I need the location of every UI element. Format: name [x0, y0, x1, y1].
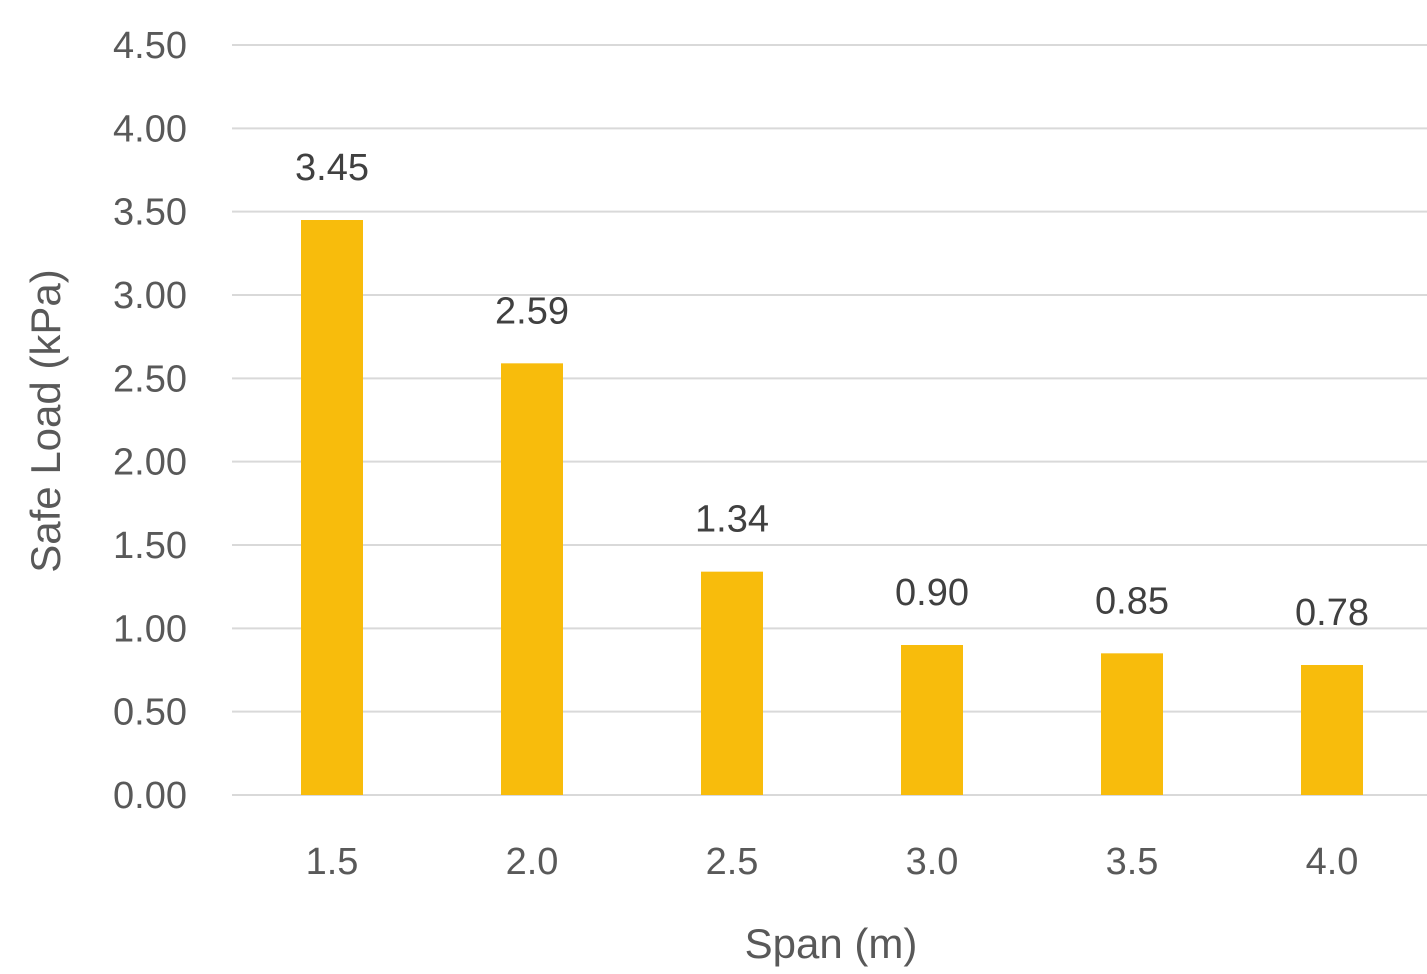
y-axis-title: Safe Load (kPa)	[22, 269, 69, 573]
data-label: 1.34	[695, 499, 769, 541]
x-axis-ticks: 1.5 2.0 2.5 3.0 3.5 4.0	[306, 841, 1359, 883]
y-axis-ticks: 0.00 0.50 1.00 1.50 2.00 2.50 3.00 3.50 4.00 4.50	[113, 25, 187, 817]
data-label: 0.78	[1295, 592, 1369, 634]
data-label: 2.59	[495, 290, 569, 332]
bar	[1101, 653, 1163, 795]
gridlines	[232, 44, 1427, 796]
y-tick-label: 3.00	[113, 275, 187, 317]
y-tick-label: 2.50	[113, 358, 187, 400]
data-label: 0.85	[1095, 580, 1169, 622]
y-tick-label: 1.50	[113, 525, 187, 567]
y-tick-label: 0.00	[113, 775, 187, 817]
bar	[901, 645, 963, 795]
x-tick-label: 3.5	[1106, 841, 1159, 883]
y-tick-label: 1.00	[113, 608, 187, 650]
x-tick-label: 2.0	[506, 841, 559, 883]
x-axis-title: Span (m)	[745, 920, 918, 967]
bar	[701, 571, 763, 795]
data-labels: 3.45 2.59 1.34 0.90 0.85 0.78	[295, 147, 1369, 634]
y-tick-label: 3.50	[113, 192, 187, 234]
x-tick-label: 1.5	[306, 841, 359, 883]
x-tick-label: 3.0	[906, 841, 959, 883]
x-tick-label: 4.0	[1306, 841, 1359, 883]
x-tick-label: 2.5	[706, 841, 759, 883]
y-tick-label: 4.50	[113, 25, 187, 67]
y-tick-label: 0.50	[113, 692, 187, 734]
y-tick-label: 2.00	[113, 442, 187, 484]
data-label: 0.90	[895, 572, 969, 614]
y-tick-label: 4.00	[113, 108, 187, 150]
bar	[1301, 665, 1363, 795]
bars	[301, 220, 1363, 795]
bar	[501, 363, 563, 795]
bar	[301, 220, 363, 795]
data-label: 3.45	[295, 147, 369, 189]
